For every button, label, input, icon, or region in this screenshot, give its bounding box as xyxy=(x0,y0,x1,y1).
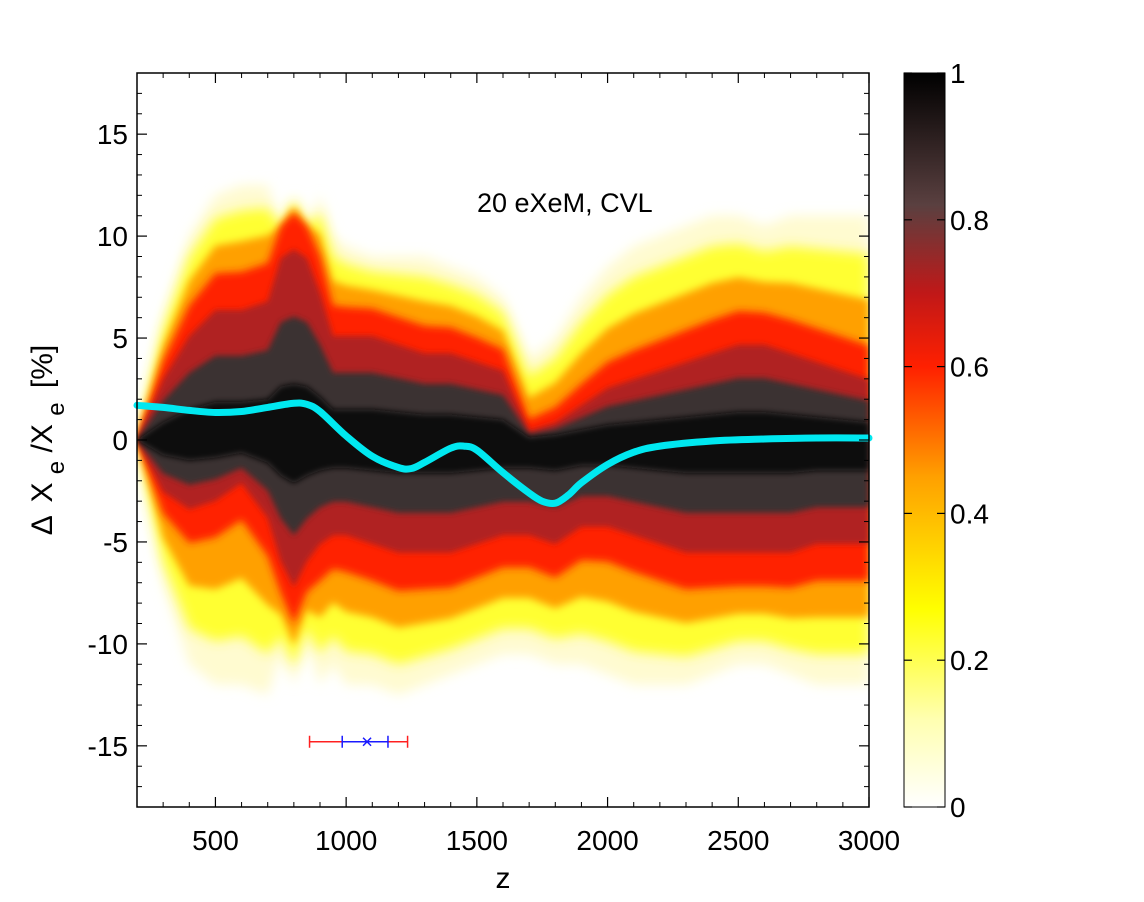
error-bar-1 xyxy=(341,735,389,748)
y-axis-title-delta: Δ xyxy=(26,515,59,535)
colorbar-tick-label: 0.2 xyxy=(950,645,989,676)
y-tick-label: 5 xyxy=(112,323,128,354)
colorbar-tick-label: 0 xyxy=(950,792,966,823)
x-tick-label: 1500 xyxy=(446,825,508,856)
x-tick-label: 2000 xyxy=(576,825,638,856)
y-tick-label: -15 xyxy=(88,731,128,762)
y-axis-title-sub2: e xyxy=(43,402,70,415)
annotation-label: 20 eXeM, CVL xyxy=(477,188,653,218)
x-tick-label: 3000 xyxy=(838,825,900,856)
y-tick-label: 15 xyxy=(97,119,128,150)
colorbar-tick-label: 0.6 xyxy=(950,352,989,383)
colorbar-tick-label: 0.8 xyxy=(950,205,989,236)
x-axis-title: z xyxy=(496,862,511,895)
y-axis-title-unit: [%] xyxy=(26,345,59,388)
y-axis-title-sub1: e xyxy=(43,461,70,474)
y-tick-label: 10 xyxy=(97,221,128,252)
colorbar-ticks: 0 0.2 0.4 0.6 0.8 1 xyxy=(904,58,989,823)
y-axis-title-x1: X xyxy=(26,483,59,503)
y-axis-title-x2: /X xyxy=(26,424,59,452)
x-tick-label: 1000 xyxy=(315,825,377,856)
x-tick-label: 500 xyxy=(192,825,239,856)
colorbar-tick-label: 0.4 xyxy=(950,498,989,529)
x-ticks: 500 1000 1500 2000 2500 3000 xyxy=(162,73,900,856)
x-tick-label: 2500 xyxy=(707,825,769,856)
series-line-fiducial xyxy=(133,399,873,508)
error-bar-marker xyxy=(362,737,372,747)
error-bars xyxy=(308,735,409,748)
y-tick-label: -5 xyxy=(103,527,128,558)
y-ticks: -15 -10 -5 0 5 10 15 xyxy=(88,72,869,808)
y-axis-title: Δ X e /X e [%] xyxy=(26,345,71,536)
y-tick-label: -10 xyxy=(88,629,128,660)
colorbar-tick-label: 1 xyxy=(950,58,966,89)
svg-text:Δ X e /X: Δ X e /X e [%] xyxy=(26,345,71,536)
colorbar xyxy=(903,72,946,808)
y-tick-label: 0 xyxy=(112,425,128,456)
